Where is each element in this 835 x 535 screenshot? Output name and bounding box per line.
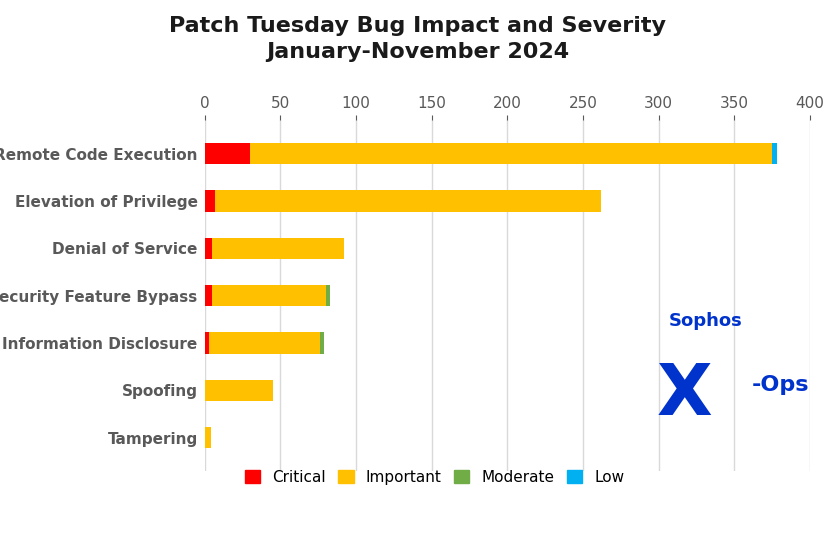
Bar (205, 285, 212, 306)
Bar (205, 238, 212, 259)
Bar (205, 190, 215, 211)
Bar (205, 380, 273, 401)
Text: -Ops: -Ops (752, 375, 809, 395)
Bar (326, 285, 330, 306)
Bar (212, 238, 344, 259)
Bar (205, 332, 209, 354)
Text: X: X (657, 362, 712, 430)
Text: Sophos: Sophos (669, 312, 742, 330)
Bar (772, 143, 777, 164)
Bar (320, 332, 324, 354)
Bar (205, 143, 250, 164)
Bar (215, 190, 601, 211)
Text: Patch Tuesday Bug Impact and Severity
January-November 2024: Patch Tuesday Bug Impact and Severity Ja… (169, 16, 666, 63)
Legend: Critical, Important, Moderate, Low: Critical, Important, Moderate, Low (239, 464, 630, 491)
Bar (212, 285, 326, 306)
Bar (209, 332, 320, 354)
Bar (250, 143, 772, 164)
Bar (205, 427, 210, 448)
